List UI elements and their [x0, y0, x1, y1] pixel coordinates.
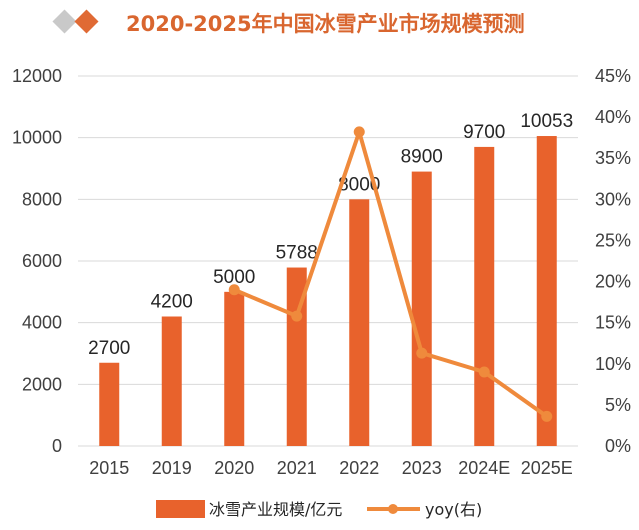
right-axis-tick-label: 5%	[605, 395, 631, 415]
right-axis: 0% 5% 10% 15% 20% 25% 30% 35% 40% 45%	[595, 66, 631, 456]
left-axis-tick-label: 0	[52, 436, 62, 456]
left-axis-tick-label: 12000	[12, 66, 62, 86]
left-axis-tick-label: 6000	[22, 251, 62, 271]
right-axis-tick-label: 30%	[595, 189, 631, 209]
yoy-point	[353, 126, 365, 138]
bar	[536, 136, 557, 446]
right-axis-tick-label: 0%	[605, 436, 631, 456]
legend-bar-swatch	[156, 500, 205, 518]
bar	[411, 171, 432, 447]
yoy-point	[291, 310, 303, 322]
left-axis: 0 2000 4000 6000 8000 10000 12000	[12, 66, 62, 456]
legend-line-label: yoy(右)	[425, 500, 482, 519]
right-axis-tick-label: 10%	[595, 354, 631, 374]
bar	[474, 146, 495, 446]
legend-bar-label: 冰雪产业规模/亿元	[209, 500, 342, 519]
legend: 冰雪产业规模/亿元 yoy(右)	[156, 500, 482, 519]
x-axis-tick-label: 2022	[339, 458, 379, 478]
x-axis-tick-label: 2023	[402, 458, 442, 478]
yoy-point	[228, 284, 240, 296]
yoy-point	[541, 410, 553, 422]
yoy-point	[478, 366, 490, 378]
right-axis-tick-label: 35%	[595, 148, 631, 168]
right-axis-tick-label: 20%	[595, 272, 631, 292]
left-axis-tick-label: 4000	[22, 313, 62, 333]
bar	[224, 291, 245, 446]
bar-data-label: 8000	[338, 174, 380, 195]
bar	[99, 362, 120, 446]
left-axis-tick-label: 2000	[22, 374, 62, 394]
x-axis-tick-label: 2020	[214, 458, 254, 478]
bar-data-label: 8900	[401, 147, 443, 168]
right-axis-tick-label: 25%	[595, 230, 631, 250]
x-axis-tick-label: 2024E	[458, 458, 510, 478]
bar-data-labels: 2700 4200 5000 5788 8000 8900 9700 10053	[88, 111, 573, 359]
bar-data-label: 5000	[213, 267, 255, 288]
title-decoration	[52, 9, 99, 34]
bar-data-label: 4200	[151, 292, 193, 313]
right-axis-tick-label: 45%	[595, 66, 631, 86]
title-diamond-dark	[74, 9, 99, 34]
gridlines	[78, 75, 578, 447]
x-axis-tick-label: 2025E	[521, 458, 573, 478]
bar-data-label: 5788	[276, 243, 318, 264]
yoy-line-series	[228, 126, 553, 422]
yoy-line	[233, 129, 548, 419]
bar-data-label: 10053	[520, 111, 573, 132]
yoy-point	[416, 347, 428, 359]
x-axis-tick-label: 2021	[277, 458, 317, 478]
title-diamond-light	[52, 9, 77, 34]
chart-title: 2020-2025年中国冰雪产业市场规模预测	[126, 12, 525, 36]
left-axis-tick-label: 8000	[22, 189, 62, 209]
right-axis-tick-label: 40%	[595, 107, 631, 127]
bar-data-label: 9700	[463, 122, 505, 143]
right-axis-tick-label: 15%	[595, 313, 631, 333]
x-axis-tick-label: 2019	[152, 458, 192, 478]
legend-line-marker	[388, 504, 398, 514]
x-axis: 2015 2019 2020 2021 2022 2023 2024E 2025E	[89, 458, 573, 478]
bar-data-label: 2700	[88, 338, 130, 359]
left-axis-tick-label: 10000	[12, 128, 62, 148]
bar	[161, 316, 182, 446]
x-axis-tick-label: 2015	[89, 458, 129, 478]
bar	[349, 199, 370, 446]
